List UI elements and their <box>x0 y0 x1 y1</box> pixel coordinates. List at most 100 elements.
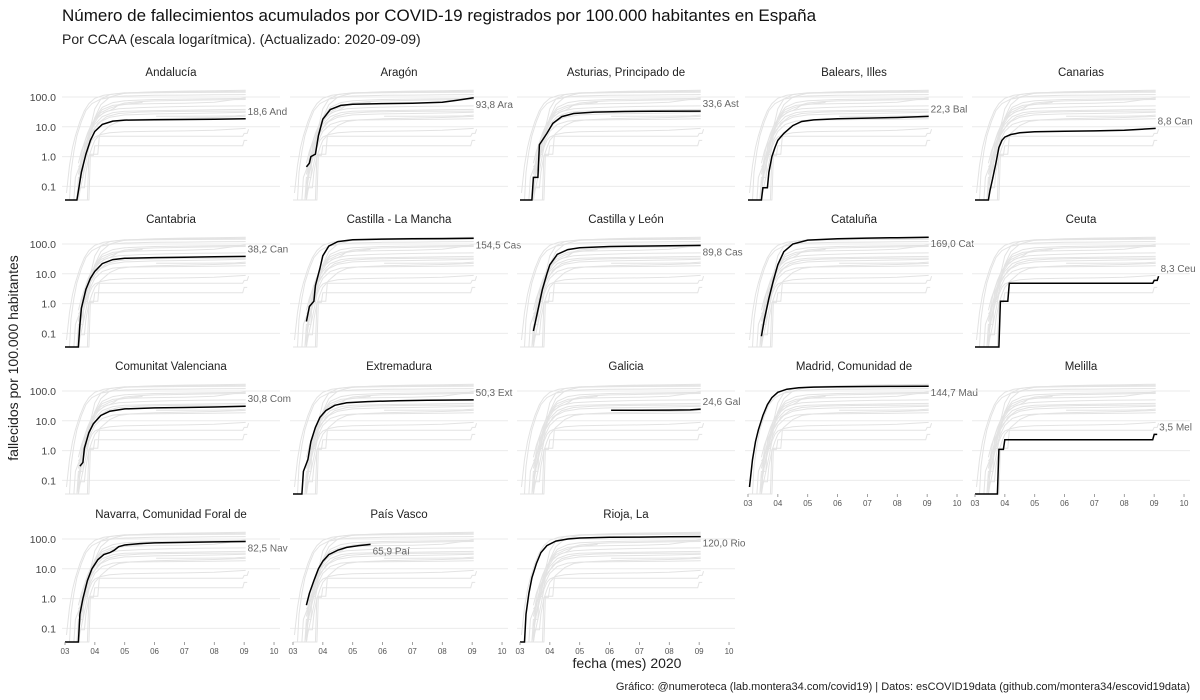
x-tick-label: 03 <box>516 647 525 656</box>
y-tick-label: 10.0 <box>36 416 57 428</box>
end-value-label: 154,5 Cas <box>476 240 522 251</box>
background-series-line <box>293 286 476 348</box>
background-series-line <box>307 405 474 467</box>
y-tick-label: 0.1 <box>41 475 56 487</box>
x-axis-title: fecha (mes) 2020 <box>573 655 682 671</box>
background-series-line <box>293 581 476 643</box>
background-series-line <box>520 246 701 348</box>
background-series-line <box>65 423 250 495</box>
background-series-line <box>65 115 246 201</box>
background-series-line <box>520 94 701 201</box>
x-tick-label: 10 <box>498 647 507 656</box>
background-series-line <box>748 110 929 201</box>
background-series-line <box>532 236 701 337</box>
background-series-line <box>975 257 1156 348</box>
background-series-line <box>65 257 246 348</box>
background-series-line <box>65 94 246 201</box>
background-series-line <box>520 274 701 348</box>
x-tick-label: 04 <box>1000 499 1009 508</box>
x-tick-label: 08 <box>210 647 219 656</box>
x-tick-label: 03 <box>744 499 753 508</box>
background-series-line <box>975 388 1156 495</box>
background-series-line <box>611 556 701 559</box>
background-series-line <box>839 114 929 117</box>
background-series-line <box>760 383 929 484</box>
background-series-line <box>520 571 705 643</box>
background-series-line <box>65 552 246 643</box>
background-series-line <box>975 241 1156 348</box>
background-series-line <box>293 393 474 495</box>
background-series-line <box>748 257 929 348</box>
end-value-label: 89,8 Cas <box>703 247 743 258</box>
background-series-line <box>748 94 929 201</box>
background-series-line <box>293 569 474 643</box>
background-series-line <box>65 569 246 643</box>
y-tick-label: 0.1 <box>41 328 56 340</box>
background-series-line <box>294 91 474 194</box>
background-series-line <box>520 99 701 201</box>
x-tick-label: 05 <box>575 647 584 656</box>
background-series-line <box>520 241 701 348</box>
background-series-line <box>384 408 474 411</box>
series-line-navarra-comunidad-foral-de <box>65 540 246 643</box>
x-tick-label: 09 <box>468 647 477 656</box>
facet-panel-rioja-la: Rioja, La 120,0 Rio 03 04 05 06 07 08 09 10 <box>516 509 746 656</box>
background-series-line <box>534 111 701 173</box>
background-series-line <box>293 257 474 348</box>
x-tick-label: 03 <box>61 647 70 656</box>
facet-panel-navarra-comunidad-foral-de: Navarra, Comunidad Foral de0.11.010.0100… <box>30 509 288 656</box>
background-series-line <box>839 261 929 264</box>
facet-title: Madrid, Comunidad de <box>796 361 912 373</box>
background-series-line <box>760 248 826 311</box>
series-line-rioja-la <box>520 535 701 643</box>
facet-panel-madrid-comunidad-de: Madrid, Comunidad de 144,7 Mad 03 04 05 06 07 0… <box>744 361 978 508</box>
series-line-castilla-y-leon <box>532 244 701 332</box>
x-tick-label: 08 <box>438 647 447 656</box>
x-tick-label: 10 <box>725 647 734 656</box>
background-series-line <box>79 111 246 173</box>
y-tick-label: 100.0 <box>30 534 56 546</box>
background-series-line <box>65 110 246 201</box>
background-series-line <box>748 409 929 495</box>
background-series-line <box>748 127 929 201</box>
x-tick-label: 03 <box>971 499 980 508</box>
x-tick-label: 05 <box>120 647 129 656</box>
background-series-line <box>307 553 474 615</box>
y-tick-label: 1.0 <box>41 152 56 164</box>
background-series-line <box>65 409 246 495</box>
background-series-line <box>975 274 1156 348</box>
x-tick-label: 04 <box>318 647 327 656</box>
x-tick-label: 07 <box>863 499 872 508</box>
background-series-line <box>65 388 246 495</box>
background-series-line <box>987 395 1053 458</box>
facet-panel-galicia: Galicia 24,6 Gal <box>517 361 740 495</box>
background-series-line <box>975 99 1156 201</box>
background-series-line <box>760 89 929 190</box>
x-tick-label: 05 <box>348 647 357 656</box>
background-series-line <box>748 421 929 495</box>
y-tick-label: 0.1 <box>41 623 56 635</box>
background-series-line <box>77 543 143 606</box>
facet-panel-cantabria: Cantabria 0.1 1.0 10.0 100.0 38,2 Can <box>30 214 288 348</box>
y-tick-label: 1.0 <box>41 446 56 458</box>
background-series-line <box>989 111 1156 173</box>
facet-title: Aragón <box>380 67 417 79</box>
series-line-castilla-la-mancha <box>305 237 474 322</box>
background-series-line <box>975 421 1156 495</box>
background-series-line <box>975 404 1156 495</box>
end-value-label: 8,3 Ceu <box>1161 264 1196 275</box>
background-series-line <box>77 248 143 311</box>
background-series-line <box>65 433 248 495</box>
background-series-line <box>762 405 929 467</box>
y-axis-title: fallecidos por 100.000 habitantes <box>5 255 21 460</box>
facet-panel-castilla-la-mancha: Castilla - La Mancha 154,5 Cas <box>290 214 522 348</box>
background-series-line <box>987 101 1053 164</box>
background-series-line <box>749 238 929 341</box>
background-series-line <box>293 541 474 643</box>
background-series-line <box>66 533 246 636</box>
x-tick-label: 07 <box>1090 499 1099 508</box>
x-tick-label: 09 <box>1150 499 1159 508</box>
background-series-line <box>520 421 701 495</box>
chart-caption: Gráfico: @numeroteca (lab.montera34.com/… <box>616 681 1190 693</box>
